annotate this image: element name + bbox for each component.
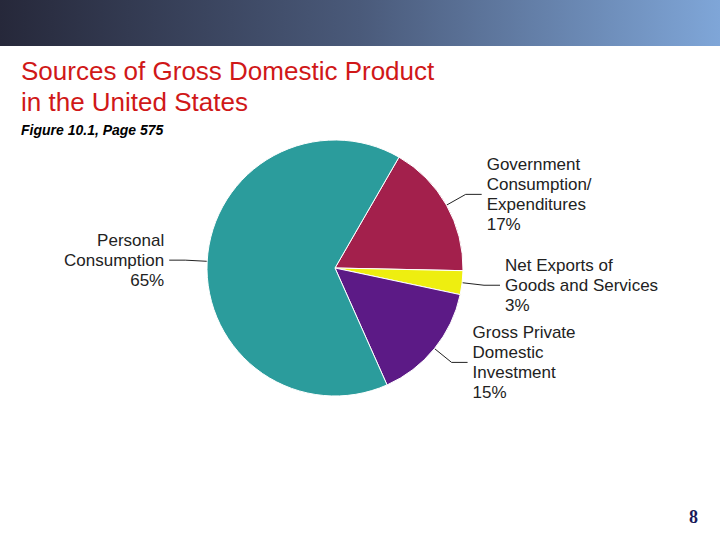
svg-text:Net Exports of: Net Exports of — [505, 256, 613, 275]
svg-text:Government: Government — [487, 155, 581, 174]
svg-text:Sources of Gross Domestic Prod: Sources of Gross Domestic Product — [21, 56, 435, 86]
svg-text:Consumption/: Consumption/ — [487, 175, 592, 194]
svg-text:Expenditures: Expenditures — [487, 195, 586, 214]
svg-text:3%: 3% — [505, 296, 530, 315]
svg-text:65%: 65% — [130, 271, 164, 290]
svg-text:Personal: Personal — [97, 231, 164, 250]
svg-text:Figure 10.1, Page 575: Figure 10.1, Page 575 — [21, 122, 164, 138]
svg-text:Gross Private: Gross Private — [473, 323, 576, 342]
svg-text:15%: 15% — [473, 383, 507, 402]
svg-text:17%: 17% — [487, 215, 521, 234]
svg-text:Investment: Investment — [473, 363, 556, 382]
svg-text:8: 8 — [689, 507, 698, 527]
svg-text:in the United States: in the United States — [21, 87, 248, 117]
svg-text:Goods and Services: Goods and Services — [505, 276, 658, 295]
svg-text:Domestic: Domestic — [473, 343, 544, 362]
svg-text:Consumption: Consumption — [64, 251, 164, 270]
